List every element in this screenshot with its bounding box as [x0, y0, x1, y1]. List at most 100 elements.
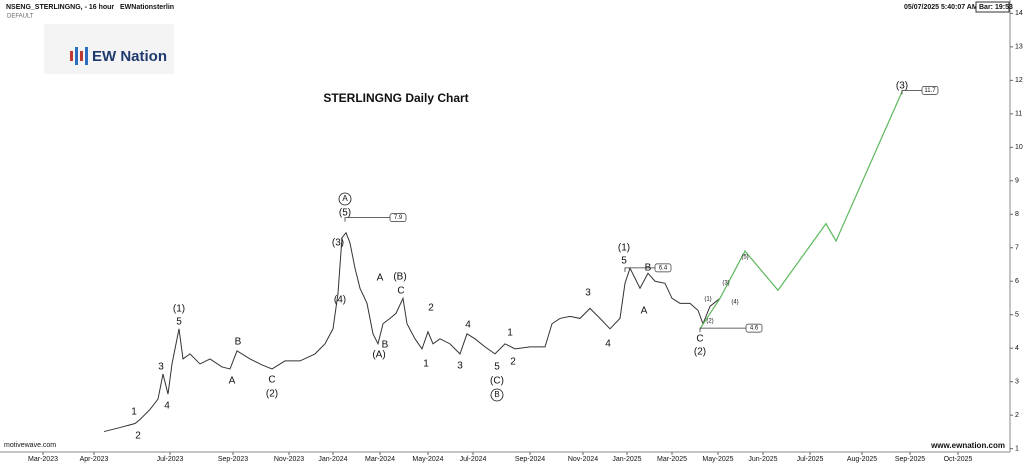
y-tick-label: 2 — [1015, 412, 1019, 419]
y-tick-label: 9 — [1015, 178, 1019, 185]
wave-label: (3) — [896, 81, 908, 92]
x-tick-label: Jul-2025 — [797, 456, 824, 463]
x-tick-label: Jul-2023 — [157, 456, 184, 463]
wave-label: (1) — [618, 243, 630, 254]
price-label: 6.4 — [659, 265, 668, 271]
wave-label: 2 — [428, 303, 434, 314]
wave-label: 4 — [164, 401, 170, 412]
wave-circle — [490, 388, 504, 402]
x-tick-label: May-2024 — [412, 456, 443, 463]
wave-label: (4) — [334, 295, 346, 306]
wave-label: A — [377, 273, 384, 284]
wave-label: C — [696, 334, 703, 345]
symbol: NSENG_STERLINGNG, - 16 hour — [6, 4, 114, 11]
price-box — [745, 323, 763, 333]
price-box — [921, 86, 939, 95]
price-marker — [344, 217, 390, 222]
x-tick-label: Sep-2024 — [515, 456, 545, 463]
x-tick-label: May-2025 — [702, 456, 733, 463]
wave-label: 5 — [494, 362, 500, 373]
price-box — [654, 263, 672, 273]
wave-label: (A) — [372, 350, 385, 361]
price-label: 7.9 — [394, 215, 403, 221]
logo-box — [44, 24, 174, 74]
wave-label: 2 — [135, 431, 141, 442]
x-tick-label: Oct-2025 — [944, 456, 973, 463]
footer-left: motivewave.com — [4, 442, 56, 449]
wave-label: 1 — [131, 407, 137, 418]
wave-label: 3 — [457, 361, 463, 372]
x-tick-label: Aug-2025 — [847, 456, 877, 463]
y-tick-label: 4 — [1015, 345, 1019, 352]
wave-label: (C) — [490, 376, 504, 387]
x-tick-label: Jul-2024 — [460, 456, 487, 463]
wave-label: (2) — [266, 389, 278, 400]
author: EWNationsterlin — [120, 4, 174, 11]
x-tick-label: Sep-2023 — [218, 456, 248, 463]
wave-label: (3) — [722, 281, 729, 287]
y-tick-label: 3 — [1015, 379, 1019, 386]
y-tick-label: 1 — [1015, 445, 1019, 452]
wave-label: C — [397, 286, 404, 297]
chart-title: STERLINGNG Daily Chart — [323, 91, 468, 105]
bar-time: Bar: 19:53 — [979, 4, 1013, 11]
y-tick-label: 7 — [1015, 245, 1019, 252]
wave-label: (B) — [393, 272, 406, 283]
wave-label: B — [235, 337, 242, 348]
timestamp: 05/07/2025 5:40:07 AM — [904, 4, 978, 11]
wave-label: C — [268, 375, 275, 386]
wave-label: B — [382, 340, 389, 351]
y-tick-label: 8 — [1015, 211, 1019, 218]
y-tick-label: 12 — [1015, 77, 1023, 84]
wave-label: 4 — [465, 320, 471, 331]
x-tick-label: Sep-2025 — [895, 456, 925, 463]
wave-label: (1) — [704, 297, 711, 303]
wave-label: 1 — [423, 359, 429, 370]
wave-label: 4 — [605, 339, 611, 350]
x-tick-label: Apr-2023 — [80, 456, 109, 463]
x-tick-label: Nov-2024 — [568, 456, 598, 463]
x-tick-label: Jan-2025 — [612, 456, 641, 463]
wave-label: 5 — [621, 256, 627, 267]
price-marker — [699, 327, 746, 333]
x-tick-label: Jan-2024 — [318, 456, 347, 463]
y-tick-label: 5 — [1015, 312, 1019, 319]
wave-label: (5) — [741, 255, 748, 261]
logo-text: EW Nation — [92, 48, 167, 65]
wave-label: A — [229, 376, 236, 387]
y-tick-label: 6 — [1015, 278, 1019, 285]
wave-label: 3 — [158, 362, 164, 373]
wave-label: (2) — [706, 319, 713, 325]
price-label: 4.6 — [750, 326, 759, 332]
y-tick-label: 11 — [1015, 111, 1022, 118]
price-marker — [901, 90, 922, 95]
wave-label: 2 — [510, 357, 516, 368]
wave-label: A — [641, 306, 648, 317]
wave-label: B — [645, 263, 652, 274]
x-tick-label: Mar-2024 — [365, 456, 395, 463]
footer-right: www.ewnation.com — [930, 441, 1005, 450]
wave-label: 3 — [585, 288, 591, 299]
wave-label: (1) — [173, 304, 185, 315]
wave-label: (2) — [694, 347, 706, 358]
x-tick-label: Jun-2025 — [748, 456, 777, 463]
y-tick-label: 13 — [1015, 44, 1023, 51]
price-box — [389, 213, 407, 222]
wave-label: (3) — [332, 238, 344, 249]
wave-label: B — [494, 390, 499, 399]
wave-circle — [338, 192, 352, 206]
x-tick-label: Mar-2023 — [28, 456, 58, 463]
logo-icon — [70, 47, 88, 65]
x-tick-label: Nov-2023 — [274, 456, 304, 463]
series-line — [699, 91, 903, 330]
wave-label: 5 — [176, 317, 182, 328]
price-marker — [624, 267, 655, 272]
y-tick-label: 10 — [1015, 144, 1023, 151]
wave-label: 1 — [507, 328, 513, 339]
y-tick-label: 14 — [1015, 10, 1023, 17]
series-line — [103, 231, 721, 433]
template: DEFAULT — [7, 14, 34, 20]
price-label: 11.7 — [924, 88, 936, 94]
